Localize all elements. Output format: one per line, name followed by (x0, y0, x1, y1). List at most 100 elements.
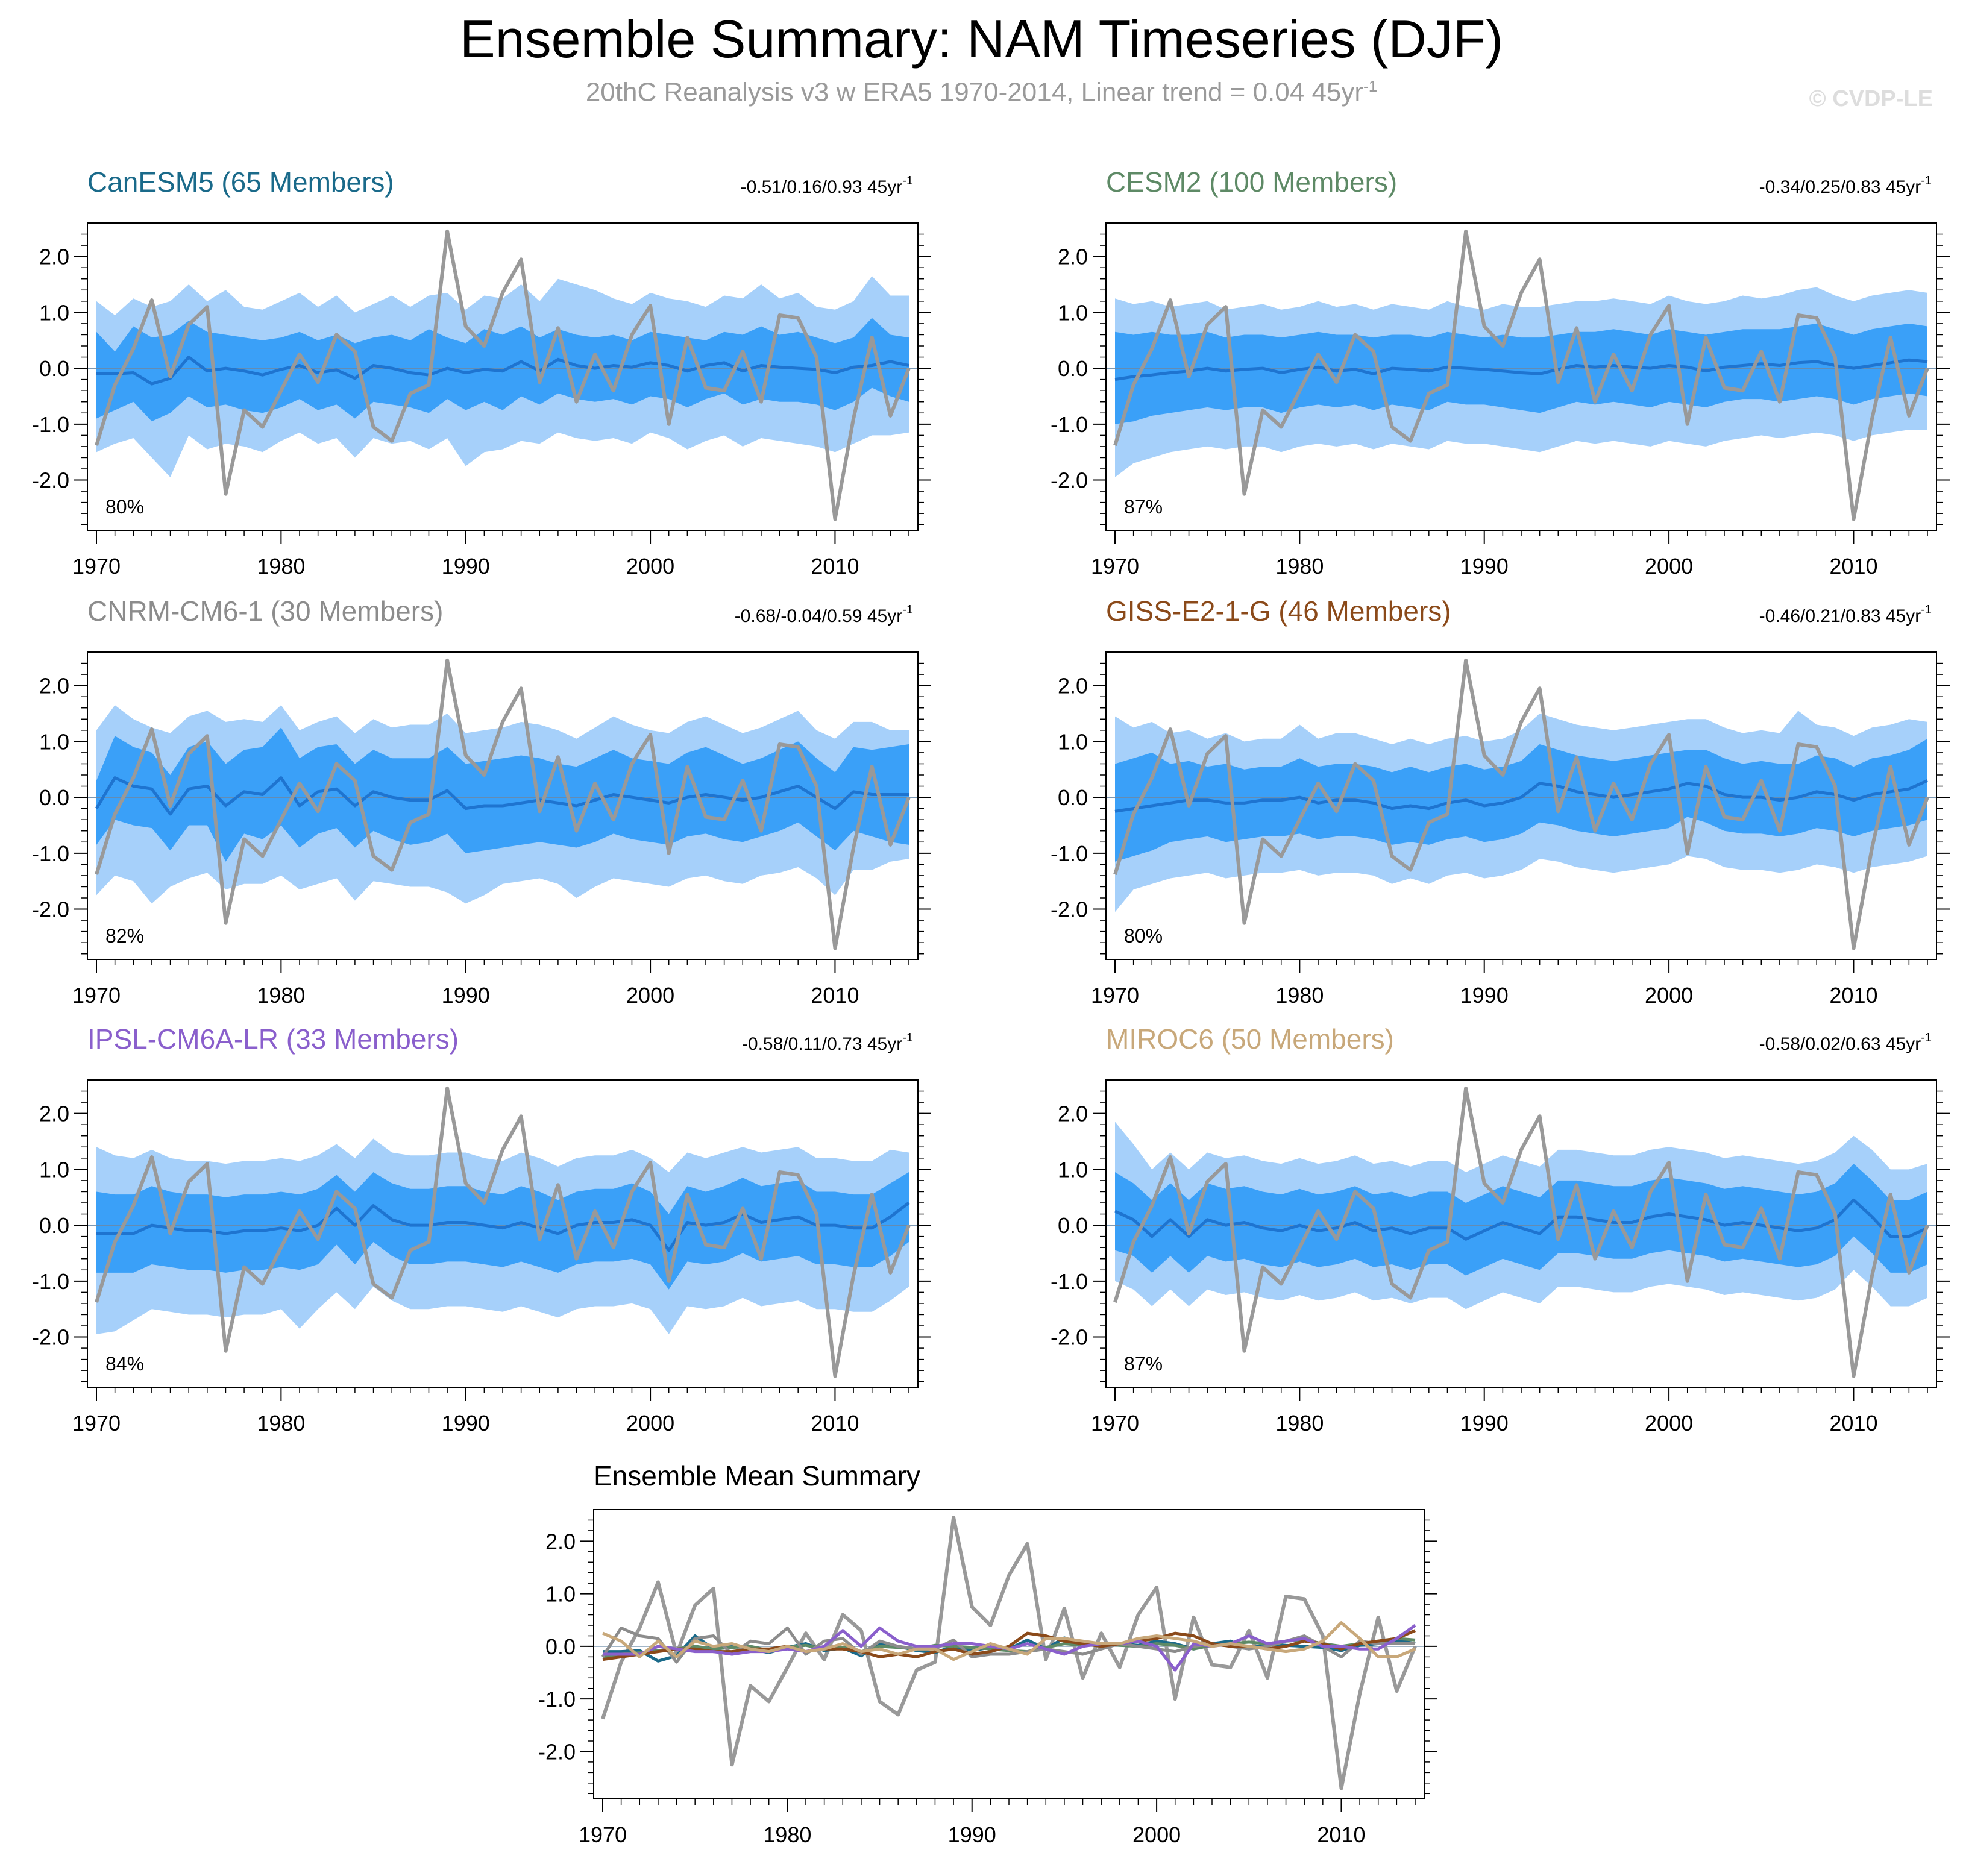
x-tick-label: 1990 (442, 983, 490, 1008)
y-tick-label: 1.0 (545, 1582, 576, 1607)
y-tick-label: 0.0 (1058, 785, 1088, 810)
x-tick-label: 1970 (1091, 554, 1139, 579)
percent-label: 82% (105, 925, 144, 947)
subtitle-exponent: -1 (1363, 77, 1378, 95)
observed-line (1113, 1086, 1929, 1378)
x-tick-label: 1990 (1460, 1411, 1509, 1435)
y-tick-label: 0.0 (39, 1213, 69, 1238)
inner-spread-band (96, 727, 909, 862)
trend-label: -0.58/0.02/0.63 45yr-1 (1759, 1031, 1932, 1054)
y-tick-label: -2.0 (32, 468, 69, 493)
x-tick-label: 1970 (1091, 1411, 1139, 1435)
y-tick-label: 0.0 (545, 1634, 576, 1659)
x-tick-label: 1970 (72, 983, 121, 1008)
x-tick-label: 2000 (626, 1411, 674, 1435)
y-tick-label: 2.0 (1058, 674, 1088, 698)
observed-line (1113, 658, 1929, 950)
y-tick-label: 2.0 (39, 674, 69, 698)
x-tick-label: 2010 (1317, 1822, 1365, 1847)
trend-label: -0.58/0.11/0.73 45yr-1 (742, 1031, 913, 1054)
y-tick-label: -1.0 (32, 1269, 69, 1294)
y-tick-label: 0.0 (39, 785, 69, 810)
x-tick-label: 2000 (626, 554, 674, 579)
trend-exponent: -1 (1921, 603, 1932, 616)
trend-exponent: -1 (1921, 174, 1932, 187)
x-tick-label: 1990 (442, 1411, 490, 1435)
inner-spread-band (1115, 1164, 1927, 1276)
y-tick-label: -1.0 (32, 412, 69, 437)
x-tick-label: 1970 (72, 1411, 121, 1435)
panel-2: 2.0 1.0 0.0 -1.0 -2.0 1970 1980 1990 2000 2010 CES… (1051, 166, 1950, 579)
subtitle: 20thC Reanalysis v3 w ERA5 1970-2014, Li… (0, 77, 1963, 108)
summary-mean-line-4 (602, 1629, 1416, 1661)
y-tick-label: 1.0 (39, 300, 69, 325)
x-tick-label: 2010 (811, 1411, 859, 1435)
summary-mean-line-6 (602, 1621, 1416, 1661)
y-tick-label: 2.0 (39, 245, 69, 269)
x-tick-label: 2000 (1132, 1822, 1181, 1847)
panel-6: 2.0 1.0 0.0 -1.0 -2.0 1970 1980 1990 2000 2010 MIR… (1051, 1023, 1950, 1435)
y-tick-label: 2.0 (1058, 245, 1088, 269)
x-tick-label: 2000 (1645, 983, 1693, 1008)
observed-line (95, 1086, 911, 1378)
percent-label: 87% (1124, 496, 1163, 518)
summary-title: Ensemble Mean Summary (594, 1460, 920, 1492)
x-tick-label: 2010 (1829, 983, 1877, 1008)
watermark: © CVDP-LE (1809, 86, 1933, 111)
y-tick-label: -2.0 (1051, 468, 1088, 493)
panel-title: CESM2 (100 Members) (1106, 166, 1397, 198)
observed-line (601, 1516, 1417, 1790)
y-tick-label: 0.0 (1058, 356, 1088, 381)
x-tick-label: 2010 (811, 983, 859, 1008)
ensemble-mean-line (1114, 779, 1929, 813)
x-tick-label: 2010 (811, 554, 859, 579)
inner-spread-band (1115, 738, 1927, 862)
percent-label: 87% (1124, 1353, 1163, 1375)
observed-line (95, 658, 911, 950)
observed-line (1113, 229, 1929, 521)
x-tick-label: 1980 (1275, 1411, 1324, 1435)
y-tick-label: 1.0 (1058, 1157, 1088, 1182)
y-tick-label: 2.0 (39, 1102, 69, 1126)
trend-exponent: -1 (902, 603, 913, 616)
y-tick-label: 1.0 (1058, 300, 1088, 325)
ensemble-mean-line (1114, 1198, 1929, 1241)
y-tick-label: 2.0 (545, 1529, 576, 1554)
x-tick-label: 1980 (257, 554, 305, 579)
y-tick-label: 0.0 (39, 356, 69, 381)
percent-label: 80% (1124, 925, 1163, 947)
x-tick-label: 2010 (1829, 1411, 1877, 1435)
panel-1: 2.0 1.0 0.0 -1.0 -2.0 1970 1980 1990 2000 2010 Can… (32, 166, 931, 579)
panel-4: 2.0 1.0 0.0 -1.0 -2.0 1970 1980 1990 2000 2010 GIS… (1051, 595, 1950, 1008)
trend-label: -0.51/0.16/0.93 45yr-1 (741, 174, 913, 197)
y-tick-label: -2.0 (538, 1739, 576, 1764)
ensemble-mean-summary-panel: Ensemble Mean Summary 2.0 1.0 0.0 -1.0 -2.0 19… (538, 1460, 1437, 1847)
x-tick-label: 1980 (763, 1822, 811, 1847)
x-tick-label: 1980 (257, 983, 305, 1008)
main-title: Ensemble Summary: NAM Timeseries (DJF) (460, 9, 1503, 69)
y-tick-label: 2.0 (1058, 1102, 1088, 1126)
y-tick-label: -1.0 (1051, 841, 1088, 866)
trend-exponent: -1 (1921, 1031, 1932, 1044)
x-tick-label: 1980 (1275, 554, 1324, 579)
panel-title: MIROC6 (50 Members) (1106, 1023, 1394, 1055)
ensemble-mean-line (95, 776, 909, 816)
trend-exponent: -1 (902, 1031, 913, 1044)
y-tick-label: -1.0 (1051, 1269, 1088, 1294)
observed-line (95, 229, 911, 521)
y-tick-label: 0.0 (1058, 1213, 1088, 1238)
x-tick-label: 1990 (1460, 983, 1509, 1008)
x-tick-label: 1990 (948, 1822, 996, 1847)
subtitle-text: 20thC Reanalysis v3 w ERA5 1970-2014, Li… (585, 77, 1364, 107)
panel-title: IPSL-CM6A-LR (33 Members) (87, 1023, 459, 1055)
panel-3: 2.0 1.0 0.0 -1.0 -2.0 1970 1980 1990 2000 2010 CNR… (32, 595, 931, 1008)
x-tick-label: 1990 (1460, 554, 1509, 579)
percent-label: 80% (105, 496, 144, 518)
x-tick-label: 1970 (579, 1822, 627, 1847)
panel-title: CanESM5 (65 Members) (87, 166, 394, 198)
y-tick-label: -1.0 (1051, 412, 1088, 437)
ensemble-mean-line (1114, 358, 1928, 381)
x-tick-label: 1980 (257, 1411, 305, 1435)
trend-exponent: -1 (902, 174, 913, 187)
